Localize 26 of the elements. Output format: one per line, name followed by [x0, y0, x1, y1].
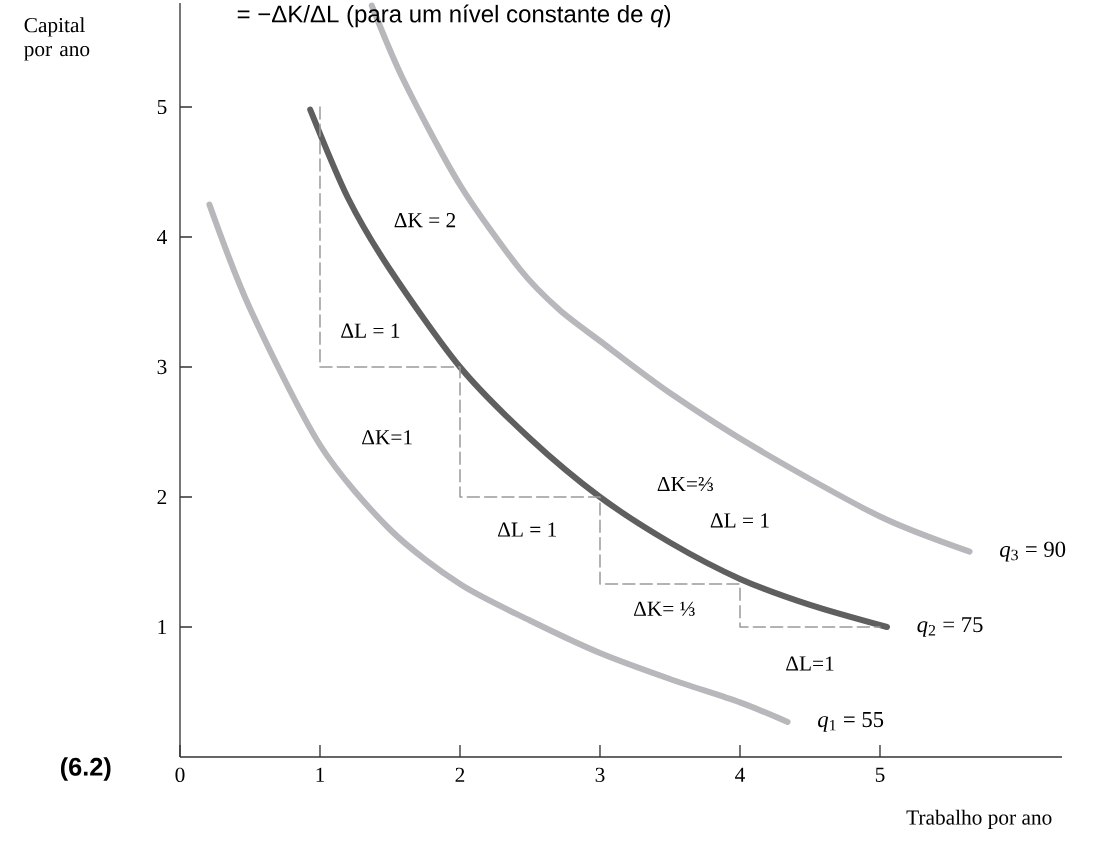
annotation: ΔL = 1 [710, 513, 769, 528]
x-tick-label: 1 [316, 767, 325, 782]
annotation: ΔL = 1 [341, 323, 400, 338]
x-tick-label: 5 [875, 767, 885, 782]
series-label: q$_{1}$ = 55 [818, 712, 884, 732]
annotation: ΔK=1 [362, 430, 412, 445]
x-tick-label: 0 [175, 767, 185, 783]
x-tick-label: 2 [455, 767, 465, 782]
y-tick-label: 1 [158, 619, 167, 635]
annotation: ΔK = 2 [394, 213, 456, 228]
x-tick-label: 4 [735, 767, 745, 782]
y-tick-label: 4 [157, 229, 167, 245]
series-label: q$_{3}$ = 90 [1000, 541, 1066, 562]
series-label: q$_{2}$ = 75 [917, 617, 983, 637]
annotation: ΔK=⅔ [657, 476, 714, 492]
chart-title: = −ΔK/ΔL (para um nível constante de q) [237, 4, 671, 28]
annotation: ΔK= ⅓ [633, 601, 695, 616]
x-axis-title: Trabalho por ano [906, 809, 1052, 830]
annotation: ΔL = 1 [498, 522, 557, 537]
y-tick-label: 5 [157, 99, 167, 115]
x-tick-label: 3 [595, 767, 605, 783]
y-tick-label: 3 [157, 359, 167, 375]
text: (6.2) [60, 757, 111, 781]
annotation: ΔL=1 [786, 656, 834, 671]
y-axis-title: Capital por ano [24, 17, 90, 61]
y-tick-label: 2 [157, 489, 167, 505]
